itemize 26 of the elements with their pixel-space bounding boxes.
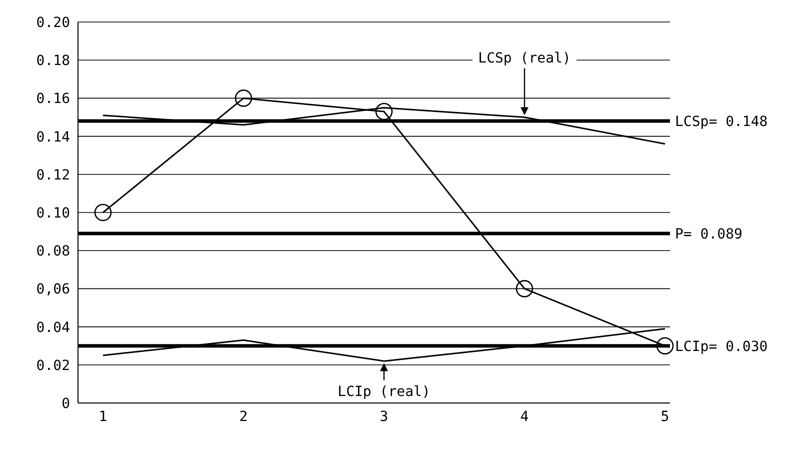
x-tick-label: 4 bbox=[520, 408, 529, 425]
ref-line-label: LCIp= 0.030 bbox=[675, 338, 768, 355]
y-tick-label: 0.20 bbox=[36, 14, 70, 31]
y-tick-label: 0.14 bbox=[36, 129, 70, 146]
y-tick-label: 0.18 bbox=[36, 53, 70, 70]
y-tick-label: 0.12 bbox=[36, 167, 70, 184]
ref-line-label: P= 0.089 bbox=[675, 226, 742, 242]
x-tick-label: 1 bbox=[98, 408, 108, 425]
y-tick-label: 0.16 bbox=[36, 91, 70, 108]
y-tick-label: 0.02 bbox=[36, 358, 70, 374]
point bbox=[375, 102, 393, 120]
ref-line-label: LCSp= 0.148 bbox=[675, 114, 768, 130]
y-tick-label: 0,06 bbox=[36, 282, 70, 298]
point bbox=[516, 280, 534, 298]
x-tick-label: 2 bbox=[239, 408, 248, 425]
point bbox=[656, 337, 674, 354]
point bbox=[234, 90, 252, 107]
x-tick-label: 5 bbox=[660, 408, 670, 425]
point bbox=[94, 204, 112, 222]
annotation: LCIp (real) bbox=[338, 384, 430, 400]
x-tick-label: 3 bbox=[380, 408, 388, 425]
y-tick-label: 0 bbox=[62, 396, 70, 412]
annotation: LCSp (real) bbox=[478, 50, 571, 66]
y-tick-label: 0.10 bbox=[36, 205, 70, 222]
y-tick-label: 0.04 bbox=[36, 320, 70, 336]
y-tick-label: 0.08 bbox=[36, 244, 70, 260]
